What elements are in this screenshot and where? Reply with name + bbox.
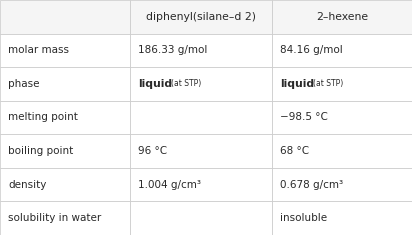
Bar <box>130 67 272 101</box>
Text: 2–hexene: 2–hexene <box>316 12 368 22</box>
Bar <box>0 168 130 201</box>
Text: liquid: liquid <box>280 79 314 89</box>
Text: 84.16 g/mol: 84.16 g/mol <box>280 45 343 55</box>
Bar <box>0 201 130 235</box>
Text: molar mass: molar mass <box>8 45 69 55</box>
Text: melting point: melting point <box>8 113 78 122</box>
Text: diphenyl(silane–d 2): diphenyl(silane–d 2) <box>146 12 256 22</box>
Bar <box>272 201 412 235</box>
Bar <box>130 201 272 235</box>
Text: (at STP): (at STP) <box>171 79 201 88</box>
Bar <box>130 101 272 134</box>
Bar <box>0 134 130 168</box>
Bar <box>272 101 412 134</box>
Bar <box>0 67 130 101</box>
Bar <box>272 168 412 201</box>
Text: 186.33 g/mol: 186.33 g/mol <box>138 45 207 55</box>
Bar <box>130 134 272 168</box>
Text: liquid: liquid <box>138 79 172 89</box>
Bar <box>272 34 412 67</box>
Bar <box>0 101 130 134</box>
Text: 1.004 g/cm³: 1.004 g/cm³ <box>138 180 201 190</box>
Text: solubility in water: solubility in water <box>8 213 101 223</box>
Text: boiling point: boiling point <box>8 146 73 156</box>
Text: (at STP): (at STP) <box>313 79 343 88</box>
Text: −98.5 °C: −98.5 °C <box>280 113 328 122</box>
Bar <box>130 168 272 201</box>
Text: 96 °C: 96 °C <box>138 146 167 156</box>
Text: insoluble: insoluble <box>280 213 327 223</box>
Bar <box>0 34 130 67</box>
Text: 0.678 g/cm³: 0.678 g/cm³ <box>280 180 343 190</box>
Bar <box>272 134 412 168</box>
Text: phase: phase <box>8 79 40 89</box>
Text: 68 °C: 68 °C <box>280 146 309 156</box>
Bar <box>272 67 412 101</box>
Bar <box>0 0 130 34</box>
Bar <box>272 0 412 34</box>
Bar <box>130 0 272 34</box>
Bar <box>130 34 272 67</box>
Text: density: density <box>8 180 47 190</box>
